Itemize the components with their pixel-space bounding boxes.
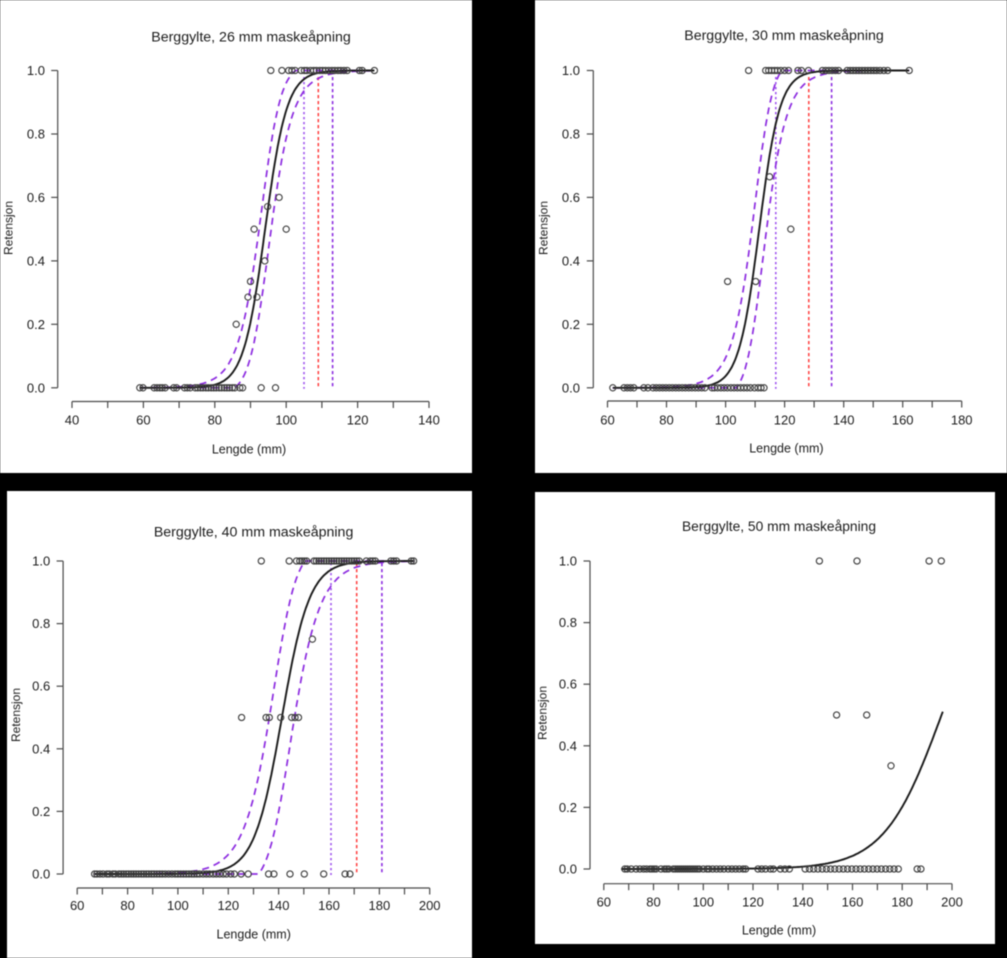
svg-text:100: 100 (715, 413, 737, 428)
svg-text:0.2: 0.2 (27, 317, 45, 332)
svg-text:60: 60 (597, 895, 611, 910)
svg-text:160: 160 (892, 413, 914, 428)
svg-text:0.4: 0.4 (27, 253, 45, 268)
svg-text:0.4: 0.4 (562, 253, 580, 268)
svg-text:0.6: 0.6 (27, 190, 45, 205)
svg-text:0.2: 0.2 (32, 804, 50, 819)
svg-text:140: 140 (418, 413, 440, 428)
svg-text:Berggylte, 50 mm maskeåpning: Berggylte, 50 mm maskeåpning (682, 519, 876, 534)
svg-text:0.0: 0.0 (559, 862, 577, 877)
svg-text:140: 140 (792, 895, 814, 910)
svg-text:0.0: 0.0 (562, 380, 580, 395)
svg-text:60: 60 (136, 413, 150, 428)
svg-text:0.6: 0.6 (562, 190, 580, 205)
svg-text:100: 100 (692, 895, 714, 910)
svg-text:120: 120 (774, 413, 796, 428)
svg-text:120: 120 (347, 413, 369, 428)
svg-text:1.0: 1.0 (32, 554, 50, 569)
svg-text:0.8: 0.8 (27, 127, 45, 142)
svg-text:140: 140 (833, 413, 855, 428)
svg-text:160: 160 (842, 895, 864, 910)
svg-text:0.4: 0.4 (559, 738, 577, 753)
svg-text:120: 120 (742, 895, 764, 910)
svg-text:0.2: 0.2 (562, 317, 580, 332)
svg-text:60: 60 (70, 898, 84, 913)
svg-text:Lengde (mm): Lengde (mm) (749, 442, 823, 456)
svg-text:0.6: 0.6 (32, 679, 50, 694)
svg-text:Berggylte, 40 mm maskeåpning: Berggylte, 40 mm maskeåpning (154, 525, 354, 541)
svg-text:0.0: 0.0 (27, 380, 45, 395)
svg-text:200: 200 (941, 895, 963, 910)
svg-text:Retensjon: Retensjon (535, 686, 549, 740)
svg-text:1.0: 1.0 (27, 63, 45, 78)
svg-text:0.4: 0.4 (32, 741, 50, 756)
svg-text:Retensjon: Retensjon (9, 688, 23, 742)
svg-text:1.0: 1.0 (562, 63, 580, 78)
svg-text:80: 80 (120, 898, 134, 913)
svg-text:Retensjon: Retensjon (1, 201, 15, 255)
svg-text:Lengde (mm): Lengde (mm) (742, 924, 816, 938)
svg-text:80: 80 (208, 413, 222, 428)
svg-text:0.8: 0.8 (32, 616, 50, 631)
svg-text:80: 80 (646, 895, 660, 910)
svg-text:0.6: 0.6 (559, 677, 577, 692)
svg-text:120: 120 (217, 898, 239, 913)
svg-text:Lengde (mm): Lengde (mm) (217, 928, 291, 942)
svg-text:0.2: 0.2 (559, 800, 577, 815)
svg-text:Lengde (mm): Lengde (mm) (212, 443, 286, 457)
svg-text:0.0: 0.0 (32, 867, 50, 882)
svg-text:200: 200 (419, 898, 441, 913)
svg-text:180: 180 (369, 898, 391, 913)
svg-text:Berggylte, 30 mm maskeåpning: Berggylte, 30 mm maskeåpning (684, 28, 884, 44)
svg-text:100: 100 (275, 413, 297, 428)
svg-text:0.8: 0.8 (559, 615, 577, 630)
svg-text:80: 80 (659, 413, 673, 428)
svg-text:40: 40 (65, 413, 79, 428)
svg-text:180: 180 (951, 413, 973, 428)
svg-text:1.0: 1.0 (559, 554, 577, 569)
svg-text:160: 160 (318, 898, 340, 913)
svg-text:100: 100 (167, 898, 189, 913)
svg-text:180: 180 (891, 895, 913, 910)
svg-text:140: 140 (268, 898, 290, 913)
svg-text:60: 60 (600, 413, 614, 428)
svg-text:0.8: 0.8 (562, 127, 580, 142)
svg-text:Retensjon: Retensjon (536, 201, 550, 255)
svg-text:Berggylte, 26 mm maskeåpning: Berggylte, 26 mm maskeåpning (151, 30, 351, 46)
